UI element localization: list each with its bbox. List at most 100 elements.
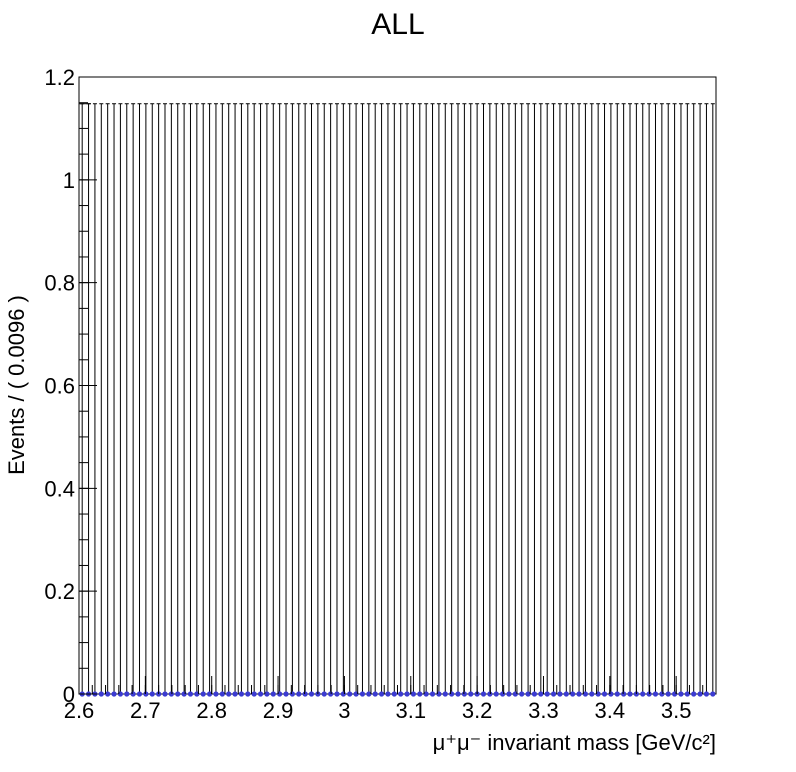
data-point [538, 691, 544, 697]
data-point [143, 691, 149, 697]
y-tick-label: 0 [63, 682, 75, 707]
data-point [245, 691, 251, 697]
data-point [659, 691, 665, 697]
data-point [404, 691, 410, 697]
data-point [557, 691, 563, 697]
data-point [608, 691, 614, 697]
data-point [665, 691, 671, 697]
data-point [678, 691, 684, 697]
x-tick-label: 3.5 [661, 698, 692, 723]
y-tick-label: 0.8 [44, 271, 75, 296]
data-point [328, 691, 334, 697]
data-point [570, 691, 576, 697]
data-point [283, 691, 289, 697]
data-point [232, 691, 238, 697]
y-tick-label: 0.6 [44, 374, 75, 399]
data-point [627, 691, 633, 697]
data-point [289, 691, 295, 697]
data-point [162, 691, 168, 697]
data-point [149, 691, 155, 697]
data-point [576, 691, 582, 697]
data-point [493, 691, 499, 697]
data-point [640, 691, 646, 697]
x-tick-label: 2.8 [196, 698, 227, 723]
data-point [219, 691, 225, 697]
data-point [200, 691, 206, 697]
y-tick-label: 0.2 [44, 579, 75, 604]
data-point [601, 691, 608, 697]
data-point [251, 691, 257, 697]
y-tick-label: 1 [63, 168, 75, 193]
data-point [391, 691, 397, 697]
data-point [442, 691, 448, 697]
data-point [410, 691, 417, 697]
x-axis-ticks: 2.6 2.7 2.8 2.9 3 3.1 3.2 3.3 3.4 3.5 [64, 676, 717, 723]
data-point [187, 691, 194, 697]
data-point [703, 691, 710, 697]
error-bars [79, 103, 715, 694]
data-point [302, 691, 308, 697]
data-point [550, 691, 557, 697]
data-point [257, 691, 264, 697]
data-point [423, 691, 429, 697]
x-tick-label: 3.1 [395, 698, 426, 723]
y-tick-label: 0.4 [44, 476, 75, 501]
data-point [684, 691, 690, 697]
data-point [340, 691, 346, 697]
data-point [468, 691, 474, 697]
data-point [429, 691, 436, 697]
y-axis-ticks: 0 0.2 0.4 0.6 0.8 1 1.2 [44, 65, 97, 707]
data-point [417, 691, 423, 697]
data-point [691, 691, 697, 697]
x-axis-title: μ⁺μ⁻ invariant mass [GeV/c²] [433, 730, 716, 755]
data-point [455, 691, 461, 697]
data-point [270, 691, 276, 697]
data-point [206, 691, 213, 697]
x-tick-label: 3.4 [595, 698, 626, 723]
data-point [480, 691, 487, 697]
data-point [175, 691, 181, 697]
data-point [181, 691, 187, 697]
chart-title: ALL [371, 8, 425, 41]
data-point [105, 691, 111, 697]
data-point [372, 691, 378, 697]
data-point [111, 691, 117, 697]
x-tick-label: 3 [338, 698, 350, 723]
data-point [589, 691, 595, 697]
y-tick-label: 1.2 [44, 65, 75, 90]
data-point [124, 691, 130, 697]
data-point [321, 691, 327, 697]
data-point [308, 691, 315, 697]
data-point [449, 691, 455, 697]
y-axis-title: Events / ( 0.0096 ) [4, 295, 29, 475]
data-point [226, 691, 232, 697]
data-point [563, 691, 569, 697]
data-point [213, 691, 219, 697]
data-point [264, 691, 270, 697]
data-point [506, 691, 512, 697]
data-point [621, 691, 627, 697]
x-tick-label: 2.9 [263, 698, 294, 723]
data-point [98, 691, 104, 697]
data-point [378, 691, 385, 697]
data-point [398, 691, 404, 697]
data-point [296, 691, 302, 697]
data-point [359, 691, 366, 697]
data-point [519, 691, 525, 697]
data-point [385, 691, 391, 697]
data-point [544, 691, 550, 697]
data-point [168, 691, 174, 697]
data-point [461, 691, 467, 697]
data-point [582, 691, 589, 697]
data-point [334, 691, 340, 697]
data-point [366, 691, 372, 697]
x-tick-label: 3.2 [462, 698, 493, 723]
data-point [710, 691, 716, 697]
data-point [487, 691, 493, 697]
plot-frame [78, 76, 717, 695]
data-point [525, 691, 531, 697]
data-point [652, 691, 659, 697]
data-point [136, 691, 143, 697]
data-point [697, 691, 703, 697]
